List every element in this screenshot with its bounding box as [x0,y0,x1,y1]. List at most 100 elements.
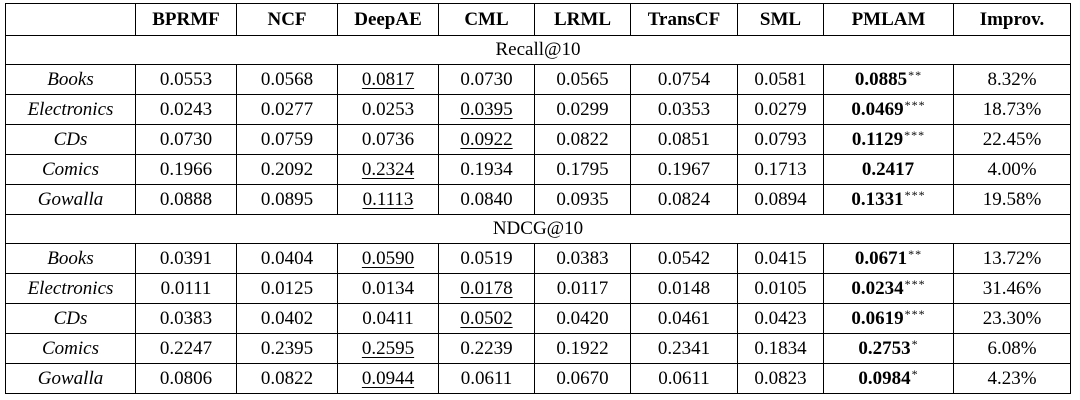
table-cell: 0.1966 [135,154,237,185]
significance-marker: ** [908,247,923,261]
significance-marker: * [911,337,919,351]
cell-value: 0.0817 [361,68,415,90]
table-row: Electronics 0.0243 0.0277 0.0253 0.0395 0.029… [5,94,1071,125]
table-cell: 0.0404 [236,243,338,274]
cell-value: 0.2341 [657,337,711,359]
results-table: BPRMF NCF DeepAE CML LRML TransCF SML PM… [5,3,1071,394]
table-cell: 0.0415 [737,243,824,274]
dataset-label: Comics [5,154,136,185]
significance-marker: * [911,367,919,381]
table-cell: 0.0105 [737,273,824,304]
table-cell: 0.0840 [438,184,535,215]
header-sml: SML [737,3,824,36]
cell-value: 0.0759 [260,128,314,150]
table-cell: 0.1834 [737,333,824,364]
table-cell: 0.0581 [737,64,824,95]
cell-value: 8.32% [987,68,1037,90]
header-transcf: TransCF [630,3,738,36]
cell-value: 0.2092 [260,158,314,180]
table-cell: 0.0806 [135,363,237,394]
table-cell: 13.72% [953,243,1071,274]
significance-marker: ** [908,68,923,82]
table-cell: 0.0411 [337,303,439,334]
cell-value: 0.0395 [460,98,513,120]
cell-value: 0.0581 [754,68,807,90]
cell-value: 0.0619 [851,308,904,329]
table-cell: 0.0568 [236,64,338,95]
table-cell: 0.0822 [236,363,338,394]
cell-value: 0.0383 [159,307,213,329]
cell-value: 0.0793 [754,128,807,150]
table-cell: 0.0611 [438,363,535,394]
dataset-label: Gowalla [5,184,136,215]
cell-value: 0.0279 [754,98,807,120]
dataset-label: CDs [5,124,136,155]
header-corner [5,3,136,36]
cell-value: 0.0894 [754,188,807,210]
table-cell: 0.0823 [737,363,824,394]
significance-marker: *** [904,307,926,321]
table-cell: 0.0125 [236,273,338,304]
dataset-label: Electronics [5,94,136,125]
table-cell: 0.0885** [823,64,954,95]
dataset-label: Gowalla [5,363,136,394]
results-table-container: BPRMF NCF DeepAE CML LRML TransCF SML PM… [5,3,1071,394]
section-header-row: Recall@10 [5,35,1071,65]
cell-value: 0.1713 [754,158,807,180]
table-cell: 0.0542 [630,243,738,274]
table-cell: 0.2595 [337,333,439,364]
table-cell: 0.0253 [337,94,439,125]
table-cell: 0.0817 [337,64,439,95]
table-cell: 0.0111 [135,273,237,304]
table-cell: 0.0894 [737,184,824,215]
table-cell: 0.0383 [135,303,237,334]
cell-value: 0.0935 [556,188,609,210]
table-cell: 0.0391 [135,243,237,274]
table-cell: 0.2239 [438,333,535,364]
table-cell: 0.0619*** [823,303,954,334]
cell-value: 0.1966 [159,158,213,180]
dataset-label: Comics [5,333,136,364]
table-cell: 0.1934 [438,154,535,185]
table-cell: 0.0590 [337,243,439,274]
table-row: CDs 0.0730 0.0759 0.0736 0.0922 0.0822 0.0851 0… [5,124,1071,155]
table-cell: 0.0423 [737,303,824,334]
cell-value: 4.23% [987,367,1037,389]
header-deepae: DeepAE [337,3,439,36]
table-row: Gowalla 0.0888 0.0895 0.1113 0.0840 0.0935 0.0… [5,184,1071,215]
cell-value: 0.0553 [159,68,213,90]
cell-value: 0.0611 [460,367,513,389]
table-row: CDs 0.0383 0.0402 0.0411 0.0502 0.0420 0.0461 0… [5,303,1071,334]
cell-value: 0.2753 [858,338,911,359]
table-cell: 0.0277 [236,94,338,125]
table-cell: 0.1331*** [823,184,954,215]
cell-value: 0.0402 [260,307,314,329]
table-cell: 0.2753* [823,333,954,364]
cell-value: 0.0117 [556,277,609,299]
table-cell: 0.0730 [135,124,237,155]
table-cell: 0.0461 [630,303,738,334]
table-cell: 6.08% [953,333,1071,364]
cell-value: 0.0895 [260,188,314,210]
cell-value: 0.0922 [460,128,513,150]
cell-value: 0.0243 [159,98,213,120]
table-cell: 0.1129*** [823,124,954,155]
section-header-row: NDCG@10 [5,214,1071,244]
table-cell: 0.0395 [438,94,535,125]
header-bprmf: BPRMF [135,3,237,36]
significance-marker: *** [904,277,926,291]
table-cell: 0.0178 [438,273,535,304]
header-pmlam: PMLAM [823,3,954,36]
section-title: NDCG@10 [5,214,1071,244]
table-row: Comics 0.1966 0.2092 0.2324 0.1934 0.1795 0.19… [5,154,1071,185]
cell-value: 0.0415 [754,247,807,269]
cell-value: 0.1113 [362,188,414,210]
table-cell: 0.2395 [236,333,338,364]
cell-value: 0.0590 [361,247,415,269]
significance-marker: *** [904,98,926,112]
table-cell: 0.0383 [534,243,631,274]
cell-value: 0.0469 [851,99,904,120]
cell-value: 0.0423 [754,307,807,329]
dataset-label: Electronics [5,273,136,304]
header-improvement: Improv. [953,3,1071,36]
